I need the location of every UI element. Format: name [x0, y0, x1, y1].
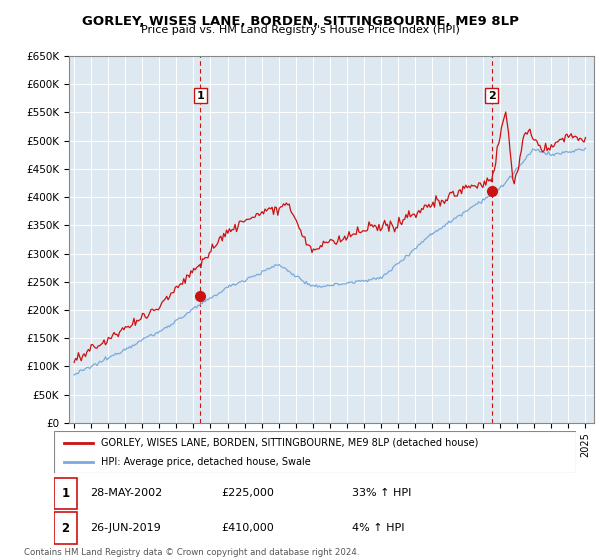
Text: 4% ↑ HPI: 4% ↑ HPI	[352, 523, 404, 533]
Text: 2: 2	[488, 91, 496, 100]
Text: 28-MAY-2002: 28-MAY-2002	[91, 488, 163, 498]
Text: Contains HM Land Registry data © Crown copyright and database right 2024.: Contains HM Land Registry data © Crown c…	[24, 548, 359, 557]
Text: Price paid vs. HM Land Registry's House Price Index (HPI): Price paid vs. HM Land Registry's House …	[140, 25, 460, 35]
Text: £410,000: £410,000	[221, 523, 274, 533]
Text: 1: 1	[197, 91, 204, 100]
Bar	[54, 478, 77, 509]
Text: 2: 2	[61, 521, 70, 535]
Text: £225,000: £225,000	[221, 488, 274, 498]
Text: 1: 1	[61, 487, 70, 500]
Bar	[54, 512, 77, 544]
Text: HPI: Average price, detached house, Swale: HPI: Average price, detached house, Swal…	[101, 457, 311, 467]
Text: 26-JUN-2019: 26-JUN-2019	[91, 523, 161, 533]
Text: 33% ↑ HPI: 33% ↑ HPI	[352, 488, 411, 498]
Text: GORLEY, WISES LANE, BORDEN, SITTINGBOURNE, ME9 8LP: GORLEY, WISES LANE, BORDEN, SITTINGBOURN…	[82, 15, 518, 27]
Text: GORLEY, WISES LANE, BORDEN, SITTINGBOURNE, ME9 8LP (detached house): GORLEY, WISES LANE, BORDEN, SITTINGBOURN…	[101, 437, 478, 447]
